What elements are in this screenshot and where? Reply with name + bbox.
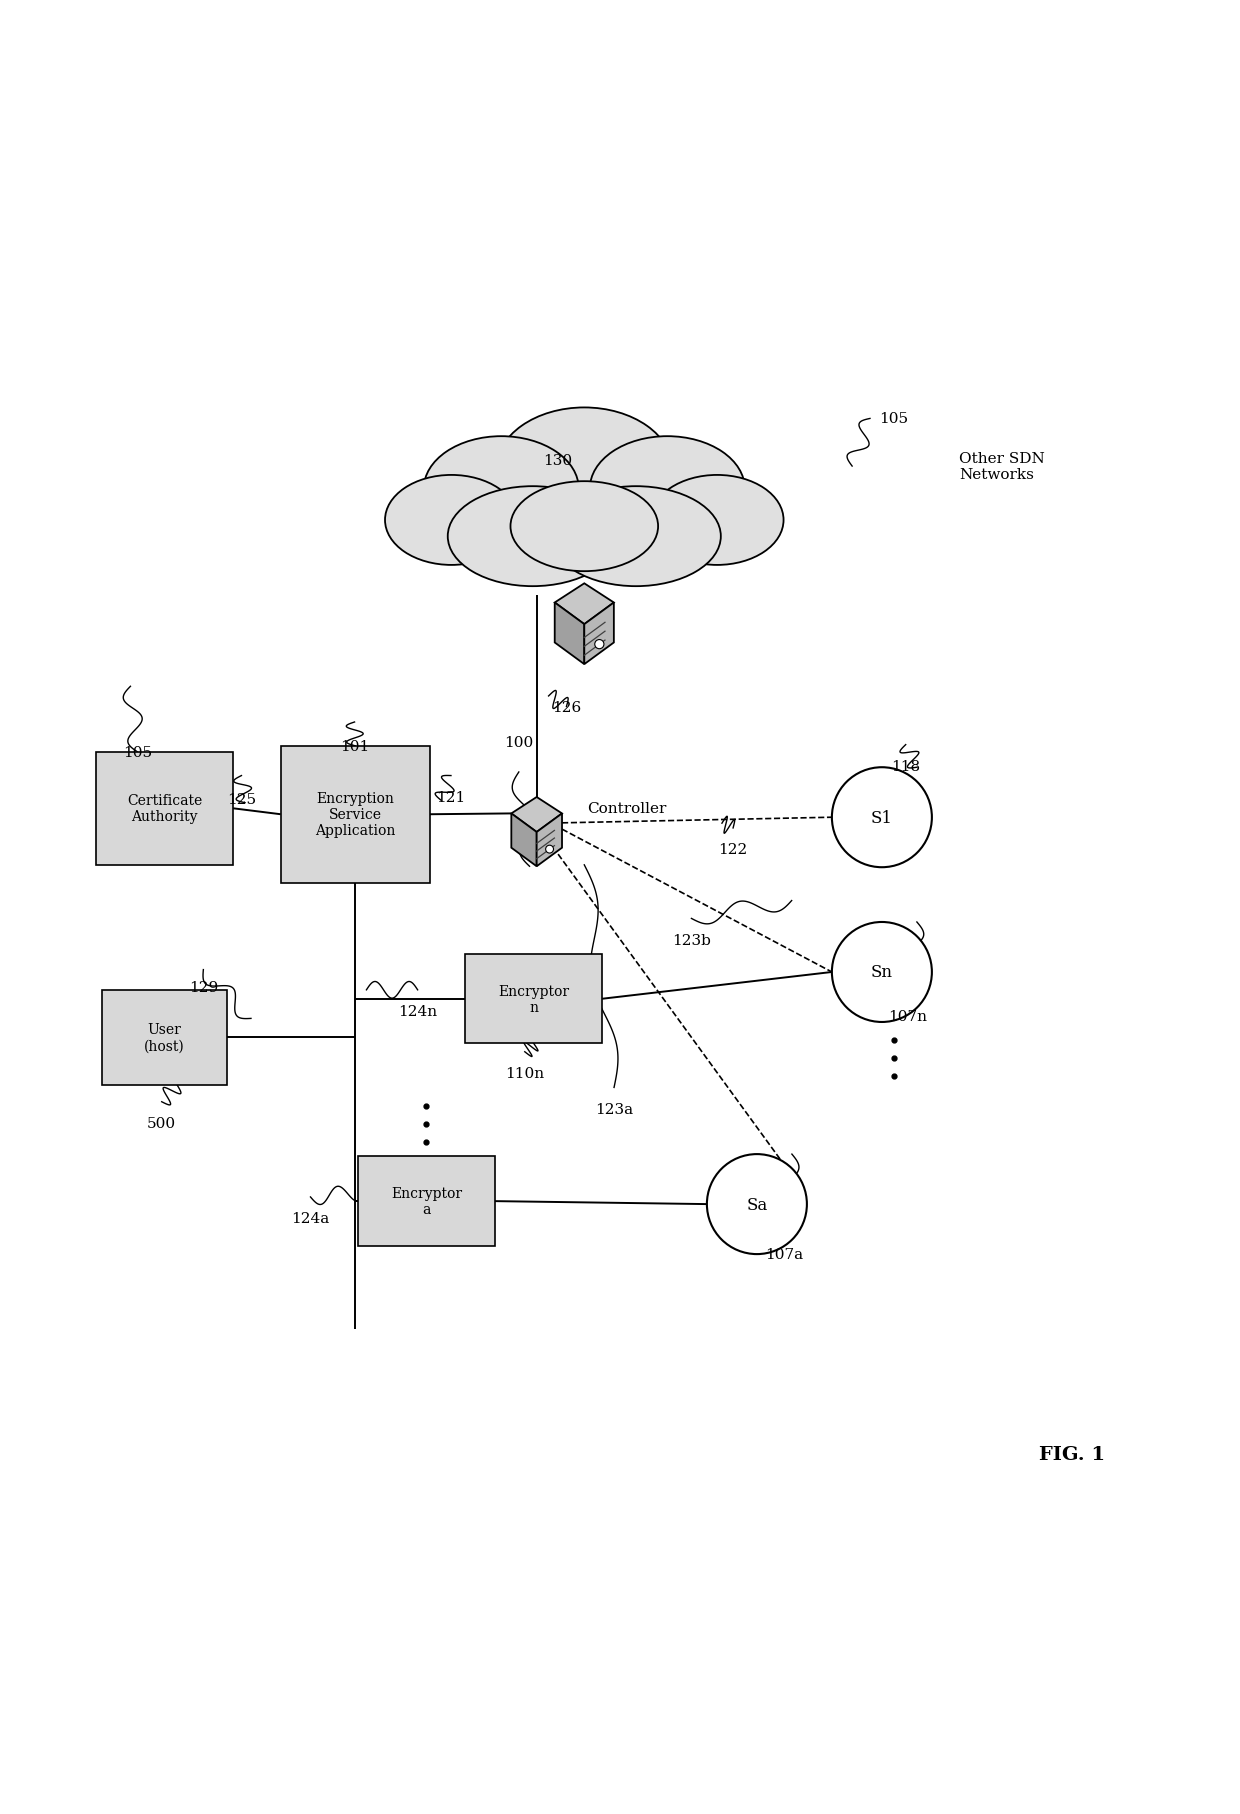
Text: 122: 122	[718, 844, 748, 856]
Text: 107n: 107n	[889, 1009, 928, 1023]
Polygon shape	[537, 814, 562, 867]
Ellipse shape	[448, 486, 618, 588]
Polygon shape	[511, 798, 562, 833]
Text: 126: 126	[552, 700, 582, 715]
Ellipse shape	[551, 486, 720, 588]
Text: User
(host): User (host)	[144, 1023, 185, 1052]
Text: 125: 125	[227, 793, 255, 807]
Text: 105: 105	[123, 746, 153, 760]
Text: 107a: 107a	[765, 1248, 804, 1261]
Ellipse shape	[590, 437, 745, 542]
Circle shape	[546, 845, 553, 854]
Text: 500: 500	[148, 1117, 176, 1130]
Circle shape	[707, 1154, 807, 1255]
Polygon shape	[554, 584, 614, 624]
Text: 105: 105	[879, 412, 909, 426]
Text: 100: 100	[505, 736, 533, 749]
Text: 110n: 110n	[505, 1067, 544, 1081]
FancyBboxPatch shape	[358, 1157, 495, 1246]
Text: 121: 121	[436, 791, 465, 805]
FancyBboxPatch shape	[102, 990, 227, 1085]
Text: 123b: 123b	[672, 934, 711, 947]
Text: 101: 101	[340, 740, 370, 753]
Text: Encryptor
a: Encryptor a	[391, 1186, 463, 1217]
Ellipse shape	[651, 475, 784, 566]
Text: 124n: 124n	[398, 1005, 438, 1019]
Text: Sn: Sn	[870, 963, 893, 981]
Text: Sa: Sa	[746, 1195, 768, 1214]
Ellipse shape	[424, 437, 579, 542]
Ellipse shape	[511, 483, 658, 571]
Text: S1: S1	[870, 809, 893, 825]
Text: 118: 118	[892, 760, 920, 773]
Polygon shape	[511, 814, 537, 867]
Text: Encryptor
n: Encryptor n	[498, 985, 569, 1014]
Circle shape	[832, 767, 932, 867]
Text: Controller: Controller	[587, 802, 666, 814]
FancyBboxPatch shape	[97, 753, 233, 865]
Text: Encryption
Service
Application: Encryption Service Application	[315, 791, 396, 838]
FancyBboxPatch shape	[280, 746, 429, 883]
FancyBboxPatch shape	[465, 954, 603, 1043]
Text: Certificate
Authority: Certificate Authority	[126, 795, 202, 824]
Text: FIG. 1: FIG. 1	[1039, 1446, 1105, 1464]
Text: 130: 130	[543, 454, 573, 468]
Circle shape	[832, 923, 932, 1023]
Text: 129: 129	[188, 981, 218, 994]
Ellipse shape	[496, 408, 673, 533]
Text: Other SDN
Networks: Other SDN Networks	[960, 452, 1045, 483]
Ellipse shape	[384, 475, 518, 566]
Polygon shape	[584, 602, 614, 664]
Circle shape	[595, 640, 604, 649]
Polygon shape	[554, 602, 584, 664]
Text: 123a: 123a	[595, 1103, 634, 1116]
Text: 124a: 124a	[291, 1212, 330, 1226]
